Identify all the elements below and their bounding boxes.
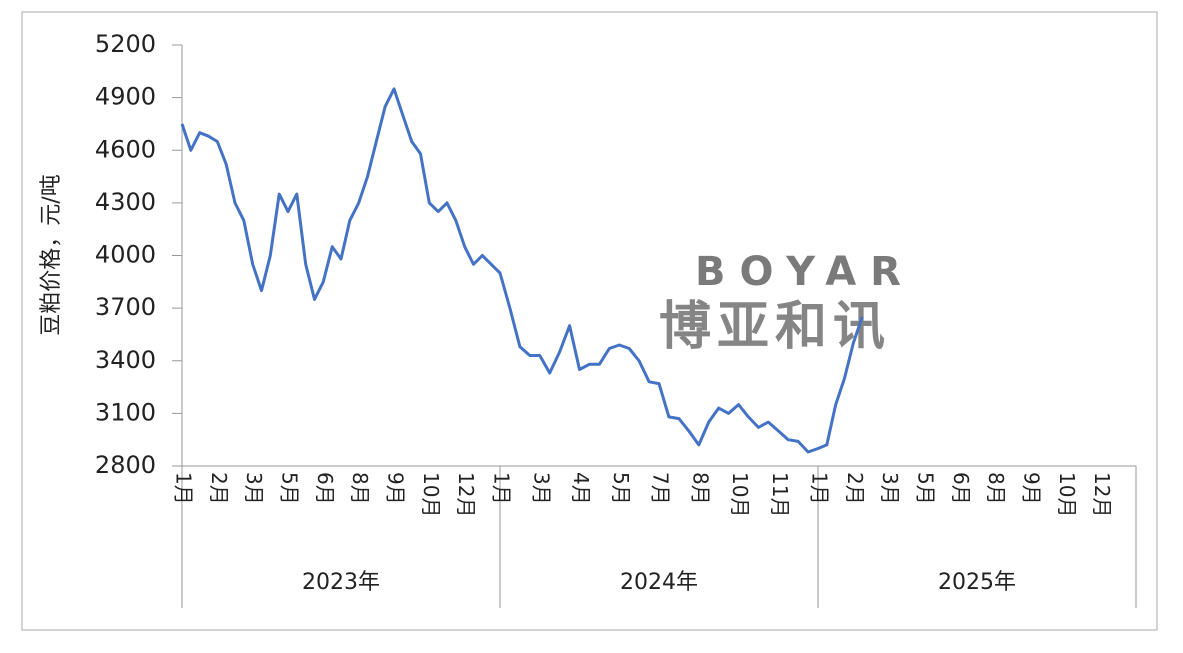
- x-tick-label: 5月: [278, 472, 302, 505]
- x-tick-label: 1月: [808, 472, 832, 505]
- x-tick-label: 7月: [649, 472, 673, 505]
- x-tick-label: 9月: [384, 472, 408, 505]
- y-tick-label: 4900: [95, 83, 156, 111]
- x-tick-label: 10月: [419, 472, 443, 517]
- x-tick-label: 1月: [490, 472, 514, 505]
- x-tick-label: 8月: [348, 472, 372, 505]
- x-tick-label: 2月: [843, 472, 867, 505]
- y-axis-label: 豆粕价格，元/吨: [39, 174, 64, 335]
- x-tick-label: 10月: [1055, 472, 1079, 517]
- x-tick-label: 6月: [949, 472, 973, 505]
- x-tick-label: 6月: [313, 472, 337, 505]
- group-label: 2023年: [302, 570, 380, 595]
- chart-border: [21, 11, 1158, 631]
- x-tick-label: 9月: [1020, 472, 1044, 505]
- y-tick-label: 3700: [95, 293, 156, 321]
- x-tick-label: 4月: [569, 472, 593, 505]
- group-label: 2024年: [620, 570, 698, 595]
- y-tick-label: 2800: [95, 451, 156, 479]
- y-tick-label: 3100: [95, 398, 156, 426]
- x-tick-label: 12月: [1090, 472, 1114, 517]
- price-line: [180, 87, 864, 454]
- x-tick-label: 11月: [768, 472, 792, 517]
- x-tick-label: 3月: [529, 472, 553, 505]
- y-tick-label: 3400: [95, 346, 156, 374]
- x-tick-label: 8月: [688, 472, 712, 505]
- x-tick-label: 5月: [914, 472, 938, 505]
- x-tick-label: 8月: [984, 472, 1008, 505]
- group-label: 2025年: [938, 570, 1016, 595]
- y-tick-label: 4300: [95, 188, 156, 216]
- x-tick-label: 12月: [454, 472, 478, 517]
- watermark: 博亚和讯: [659, 297, 891, 357]
- y-tick-label: 5200: [95, 30, 156, 58]
- x-tick-label: 3月: [878, 472, 902, 505]
- y-tick-label: 4600: [95, 135, 156, 163]
- x-tick-label: 5月: [609, 472, 633, 505]
- y-tick-label: 4000: [95, 241, 156, 269]
- x-tick-label: 1月: [172, 472, 196, 505]
- x-tick-label: 2月: [207, 472, 231, 505]
- watermark: BOYAR: [695, 249, 915, 295]
- x-tick-label: 10月: [728, 472, 752, 517]
- x-tick-label: 3月: [242, 472, 266, 505]
